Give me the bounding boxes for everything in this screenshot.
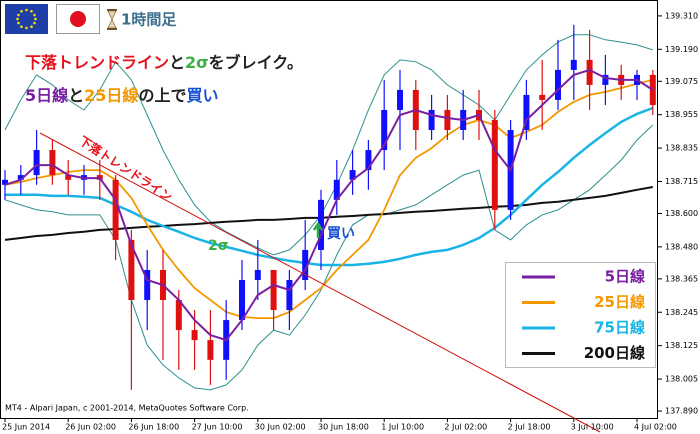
y-tick-label: 138.365 [665,274,698,283]
candle-body [523,94,530,130]
candle-body [270,269,277,311]
y-tick-label: 138.955 [665,110,698,119]
candle-body [397,89,403,110]
legend: 5日線 25日線 75日線 200日線 [522,268,645,362]
candle-body [602,74,609,85]
headline: 下落トレンドラインと2σをブレイク。 [25,53,303,72]
x-tick-label: 2 Jul 18:00 [508,423,551,432]
buy-arrow [312,221,324,238]
candle-body [175,300,182,331]
y-tick-label: 138.005 [665,375,698,384]
x-tick-label: 25 Jun 2014 [2,423,50,432]
headline-segment: 2σ [185,53,209,72]
subline-segment: の上で [138,86,186,105]
y-tick-label: 139.190 [665,45,698,54]
candle-body [586,59,593,85]
subline-segment: 25日線 [84,86,138,105]
legend-label: 200日線 [584,344,645,362]
candle-body [144,269,151,301]
eu-stars [16,8,37,30]
legend-label: 5日線 [605,268,645,286]
timeframe: 1時間足 [121,11,177,29]
x-tick-label: 3 Jul 10:00 [571,423,614,432]
headline-segment: をブレイク。 [209,53,303,72]
headline-segment: と [169,53,185,72]
candle-body [428,109,435,130]
y-tick-label: 138.600 [665,209,698,218]
legend-label: 25日線 [594,293,645,311]
candle-body [207,340,214,360]
candle-body [33,150,40,176]
y-tick-label: 138.480 [665,242,698,251]
candle-body [539,94,546,100]
legend-box [505,262,656,368]
x-tick-label: 2 Jul 02:00 [444,423,487,432]
headline-segment: 下落トレンドライン [25,53,169,72]
candle-body [318,199,324,250]
x-tick-label: 30 Jun 02:00 [255,423,306,432]
trend-line [39,132,601,433]
jp-flag-disc [70,11,86,27]
plot-frame [0,0,658,419]
ma-line [4,68,654,342]
y-tick-label: 139.075 [665,77,698,86]
candle-body [17,175,24,180]
y-tick-label: 139.310 [665,11,698,20]
candle-body [191,330,198,341]
candle-body [239,279,245,321]
subline-segment: 買い [186,86,218,105]
y-tick-label: 138.715 [665,177,698,186]
y-tick-label: 138.125 [665,341,698,350]
x-tick-label: 4 Jul 02:00 [634,423,677,432]
candle-body [444,109,451,130]
x-tick-label: 26 Jun 02:00 [65,423,116,432]
candle-body [2,179,8,185]
candle-body [555,69,561,100]
candle-body [254,269,261,280]
bollinger-upper [4,34,653,256]
candle-body [112,179,119,240]
ma-line [4,79,654,319]
y-tick-label: 138.835 [665,144,698,153]
candle-body [128,239,135,301]
y-tick-label: 138.245 [665,308,698,317]
x-tick-label: 30 Jun 18:00 [318,423,369,432]
x-tick-label: 27 Jun 10:00 [192,423,243,432]
candle-body [365,150,372,171]
candle-body [570,59,577,70]
legend-label: 75日線 [594,319,645,337]
candle-body [302,249,309,280]
candle-body [381,109,388,151]
hourglass-icon [107,9,117,30]
subline-segment: 5日線 [25,86,68,105]
candle-body [49,150,56,176]
candle-body [286,279,293,311]
x-tick-label: 1 Jul 10:00 [381,423,424,432]
plot-area [2,24,656,391]
footer: MT4 - Alpari Japan, c 2001-2014, MetaQuo… [5,404,249,413]
candle-body [333,179,340,200]
annotation: 買い [327,226,355,242]
axes: 139.310 139.190 139.075 138.955 138.835 138.7… [2,11,698,431]
eu-flag [5,4,48,34]
candle-body [491,119,498,210]
candle-body [65,175,72,180]
candle-body [349,170,356,180]
x-tick-label: 26 Jun 18:00 [128,423,179,432]
annotation: 2σ [208,238,229,254]
subline-segment: と [68,86,84,105]
candle-body [649,74,656,105]
subline: 5日線と25日線の上で買い [25,86,218,105]
y-tick-label: 137.890 [665,407,698,416]
